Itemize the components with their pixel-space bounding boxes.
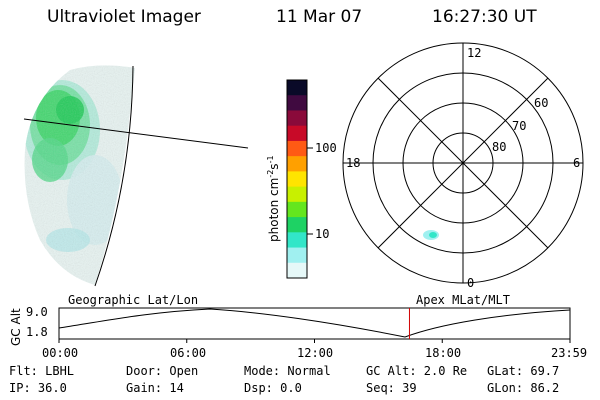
timeline-right-caption: Apex MLat/MLT — [416, 293, 510, 307]
time-tick-0: 00:00 — [42, 346, 79, 360]
colorbar-band — [287, 232, 307, 249]
colorbar-band — [287, 217, 307, 233]
colorbar-band — [287, 110, 307, 127]
colorbar-tick-100: 100 — [315, 141, 337, 155]
door-info: Door: Open — [126, 364, 199, 378]
altitude-curve — [58, 308, 571, 338]
colorbar-band — [287, 95, 307, 111]
filter-info: Flt: LBHL — [9, 364, 75, 378]
timeline-y-bottom: 1.8 — [26, 325, 48, 339]
colorbar-band — [287, 125, 307, 142]
mlt-label-12: 12 — [467, 46, 482, 60]
mode-info: Mode: Normal — [244, 364, 331, 378]
time-tick-4: 23:59 — [551, 346, 588, 360]
colorbar-band — [287, 171, 307, 188]
dsp-info: Dsp: 0.0 — [244, 381, 302, 395]
limb-curve — [94, 65, 134, 287]
aurora-disk — [24, 65, 136, 285]
mlat-label-70: 70 — [512, 119, 527, 133]
mlt-label-18: 18 — [346, 156, 361, 170]
glat-info: GLat: 69.7 — [487, 364, 560, 378]
time-label: 16:27:30 UT — [432, 7, 537, 27]
mlat-label-60: 60 — [534, 96, 549, 110]
colorbar-band — [287, 80, 307, 96]
time-tick-2: 12:00 — [297, 346, 334, 360]
gc-alt-info: GC Alt: 2.0 Re — [366, 364, 468, 378]
colorbar-band — [287, 186, 307, 203]
seq-info: Seq: 39 — [366, 381, 417, 395]
gain-info: Gain: 14 — [126, 381, 184, 395]
colorbar-band — [287, 247, 307, 264]
colorbar-band — [287, 140, 307, 157]
meridian-line — [23, 118, 249, 149]
mlat-label-80: 80 — [492, 140, 507, 154]
time-tick-3: 18:00 — [425, 346, 462, 360]
date-label: 11 Mar 07 — [276, 7, 363, 27]
glon-info: GLon: 86.2 — [487, 381, 560, 395]
time-tick-1: 06:00 — [170, 346, 207, 360]
timeline-left-caption: Geographic Lat/Lon — [68, 293, 199, 307]
mlt-label-0: 0 — [467, 276, 475, 290]
colorbar-band — [287, 201, 307, 218]
ip-info: IP: 36.0 — [9, 381, 67, 395]
mlt-label-6: 6 — [573, 156, 581, 170]
colorbar-tick-10: 10 — [315, 227, 330, 241]
instrument-title: Ultraviolet Imager — [47, 7, 201, 27]
timeline-y-top: 9.0 — [26, 305, 48, 319]
colorbar-band — [287, 262, 307, 279]
colorbar-band — [287, 156, 307, 172]
